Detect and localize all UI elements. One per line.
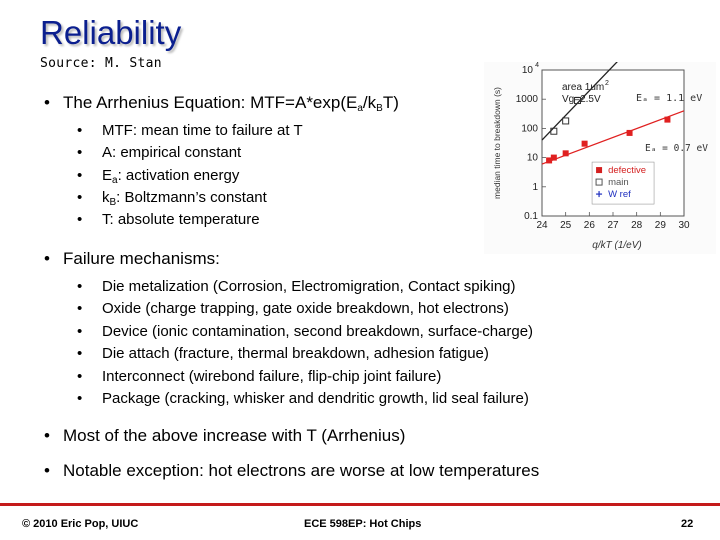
slide-title: Reliability — [40, 14, 182, 51]
legend-marker-main — [595, 178, 603, 186]
y-tick-label: 0.1 — [524, 211, 538, 222]
data-point-defective — [546, 157, 553, 164]
data-point-defective — [562, 150, 569, 157]
data-point-main — [574, 97, 581, 105]
list-item-text: Interconnect (wirebond failure, flip-chi… — [102, 368, 442, 385]
main-fit-line — [541, 62, 618, 141]
arrhenius-equation: The Arrhenius Equation: MTF=A*exp(Ea/kBT… — [63, 93, 399, 114]
annotation-ea-high: Eₐ = 1.1 eV — [636, 93, 702, 104]
data-point-defective — [626, 129, 633, 136]
footer-course: ECE 598EP: Hot Chips — [304, 518, 422, 530]
list-item-text: Package (cracking, whisker and dendritic… — [102, 390, 529, 407]
legend-label: main — [608, 177, 629, 188]
x-tick-label: 29 — [655, 220, 667, 231]
x-axis-label: q/kT (1/eV) — [592, 240, 641, 251]
list-item-text: Die attach (fracture, thermal breakdown,… — [102, 345, 489, 362]
legend-label: defective — [608, 165, 646, 176]
legend-label: W ref — [608, 189, 631, 200]
inset-area-label: area 1um — [562, 82, 604, 93]
list-item-text: A: empirical constant — [102, 144, 242, 161]
note-hot-electrons: Notable exception: hot electrons are wor… — [63, 461, 540, 480]
data-point-defective — [581, 140, 588, 147]
data-point-defective — [550, 154, 557, 161]
y-axis-label: median time to breakdown (s) — [492, 87, 502, 199]
inset-voltage-label: Vg=2.5V — [562, 94, 601, 105]
list-item-text: Ea: activation energy — [102, 167, 240, 186]
y-tick-exponent: 4 — [535, 62, 539, 69]
list-item-text: Oxide (charge trapping, gate oxide break… — [102, 300, 509, 317]
x-tick-label: 27 — [607, 220, 619, 231]
y-tick-label: 100 — [521, 123, 538, 134]
list-item-text: MTF: mean time to failure at T — [102, 122, 303, 139]
inset-area-exponent: 2 — [605, 80, 609, 87]
bullet-dot: • — [44, 93, 50, 112]
annotation-ea-low: Eₐ = 0.7 eV — [645, 143, 708, 154]
x-tick-label: 24 — [536, 220, 548, 231]
footer-divider — [0, 503, 720, 506]
list-item-text: Die metalization (Corrosion, Electromigr… — [102, 278, 516, 295]
y-tick-label: 1000 — [516, 94, 539, 105]
list-item-text: Device (ionic contamination, second brea… — [102, 323, 534, 340]
y-tick-label: 1 — [532, 182, 538, 193]
data-point-defective — [664, 116, 671, 123]
list-item-text: T: absolute temperature — [102, 211, 260, 228]
data-point-main — [562, 117, 570, 125]
y-tick-label: 10 — [522, 65, 534, 76]
x-tick-label: 28 — [631, 220, 643, 231]
list-item-text: kB: Boltzmann’s constant — [102, 189, 267, 208]
legend-marker-defective — [596, 167, 603, 174]
note-arrhenius: Most of the above increase with T (Arrhe… — [63, 426, 406, 445]
failure-heading: Failure mechanisms: — [63, 249, 220, 268]
page-number: 22 — [681, 518, 694, 530]
y-tick-label: 10 — [527, 153, 539, 164]
source-citation: Source: M. Stan — [40, 56, 162, 71]
x-tick-label: 26 — [584, 220, 596, 231]
footer: © 2010 Eric Pop, UIUC ECE 598EP: Hot Chi… — [0, 503, 720, 540]
data-point-main — [550, 127, 558, 135]
x-tick-label: 25 — [560, 220, 572, 231]
footer-copyright: © 2010 Eric Pop, UIUC — [22, 518, 139, 530]
x-tick-label: 30 — [678, 220, 690, 231]
